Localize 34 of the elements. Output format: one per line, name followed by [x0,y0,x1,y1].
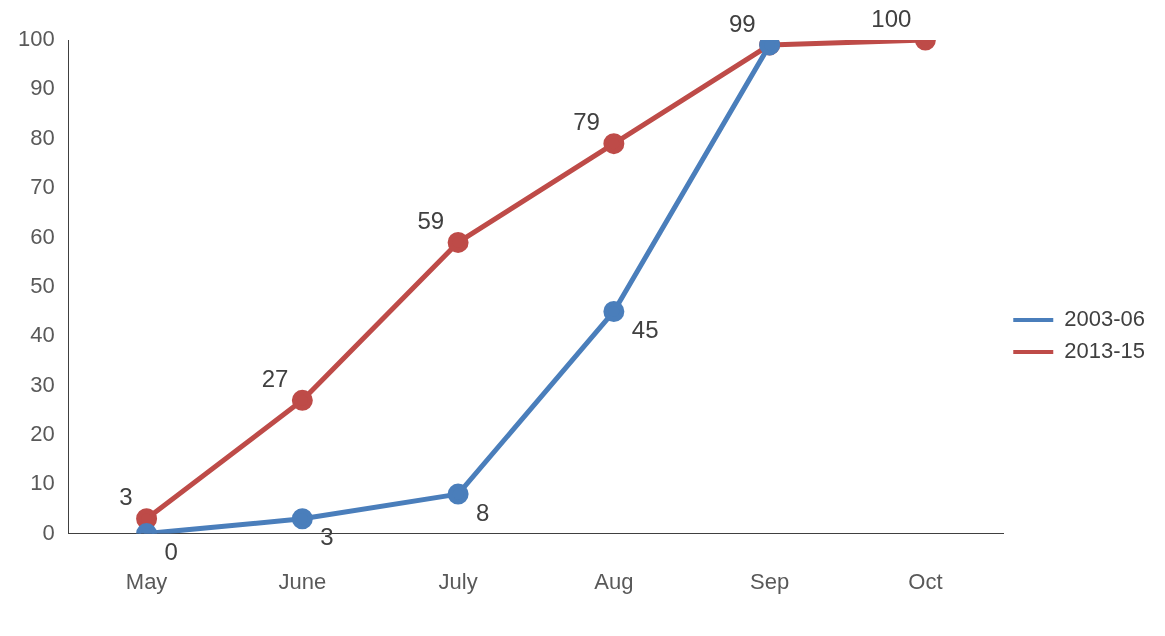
data-label: 0 [164,538,178,566]
data-label: 3 [119,483,133,511]
y-tick-label: 60 [30,223,55,249]
x-tick-label: June [278,568,327,594]
point [291,508,313,530]
y-tick-label: 100 [17,26,55,52]
y-tick-label: 10 [30,470,55,496]
data-label: 45 [631,316,659,344]
point [603,133,625,155]
data-label: 99 [728,9,756,37]
x-tick-label: Aug [594,568,634,594]
legend-label: 2013-15 [1064,338,1146,364]
y-tick-label: 80 [30,124,55,150]
y-tick-label: 40 [30,322,55,348]
point [291,389,313,411]
data-label: 79 [573,108,600,136]
x-tick-label: Sep [750,568,790,594]
y-tick-label: 20 [30,420,55,446]
x-tick-label: Oct [908,568,943,594]
y-tick-label: 90 [30,75,55,101]
y-tick-label: 0 [42,519,55,545]
data-label: 8 [476,498,490,526]
y-tick-label: 70 [30,174,55,200]
x-tick-label: May [125,568,168,594]
data-label: 100 [871,4,912,32]
point [447,483,469,505]
legend-label: 2003-06 [1064,306,1146,332]
data-label: 59 [417,207,445,234]
point [447,231,469,253]
point [603,300,625,322]
data-label: 27 [261,364,289,392]
x-tick-label: July [438,568,478,594]
y-tick-label: 50 [30,272,55,298]
y-tick-label: 30 [30,371,55,397]
